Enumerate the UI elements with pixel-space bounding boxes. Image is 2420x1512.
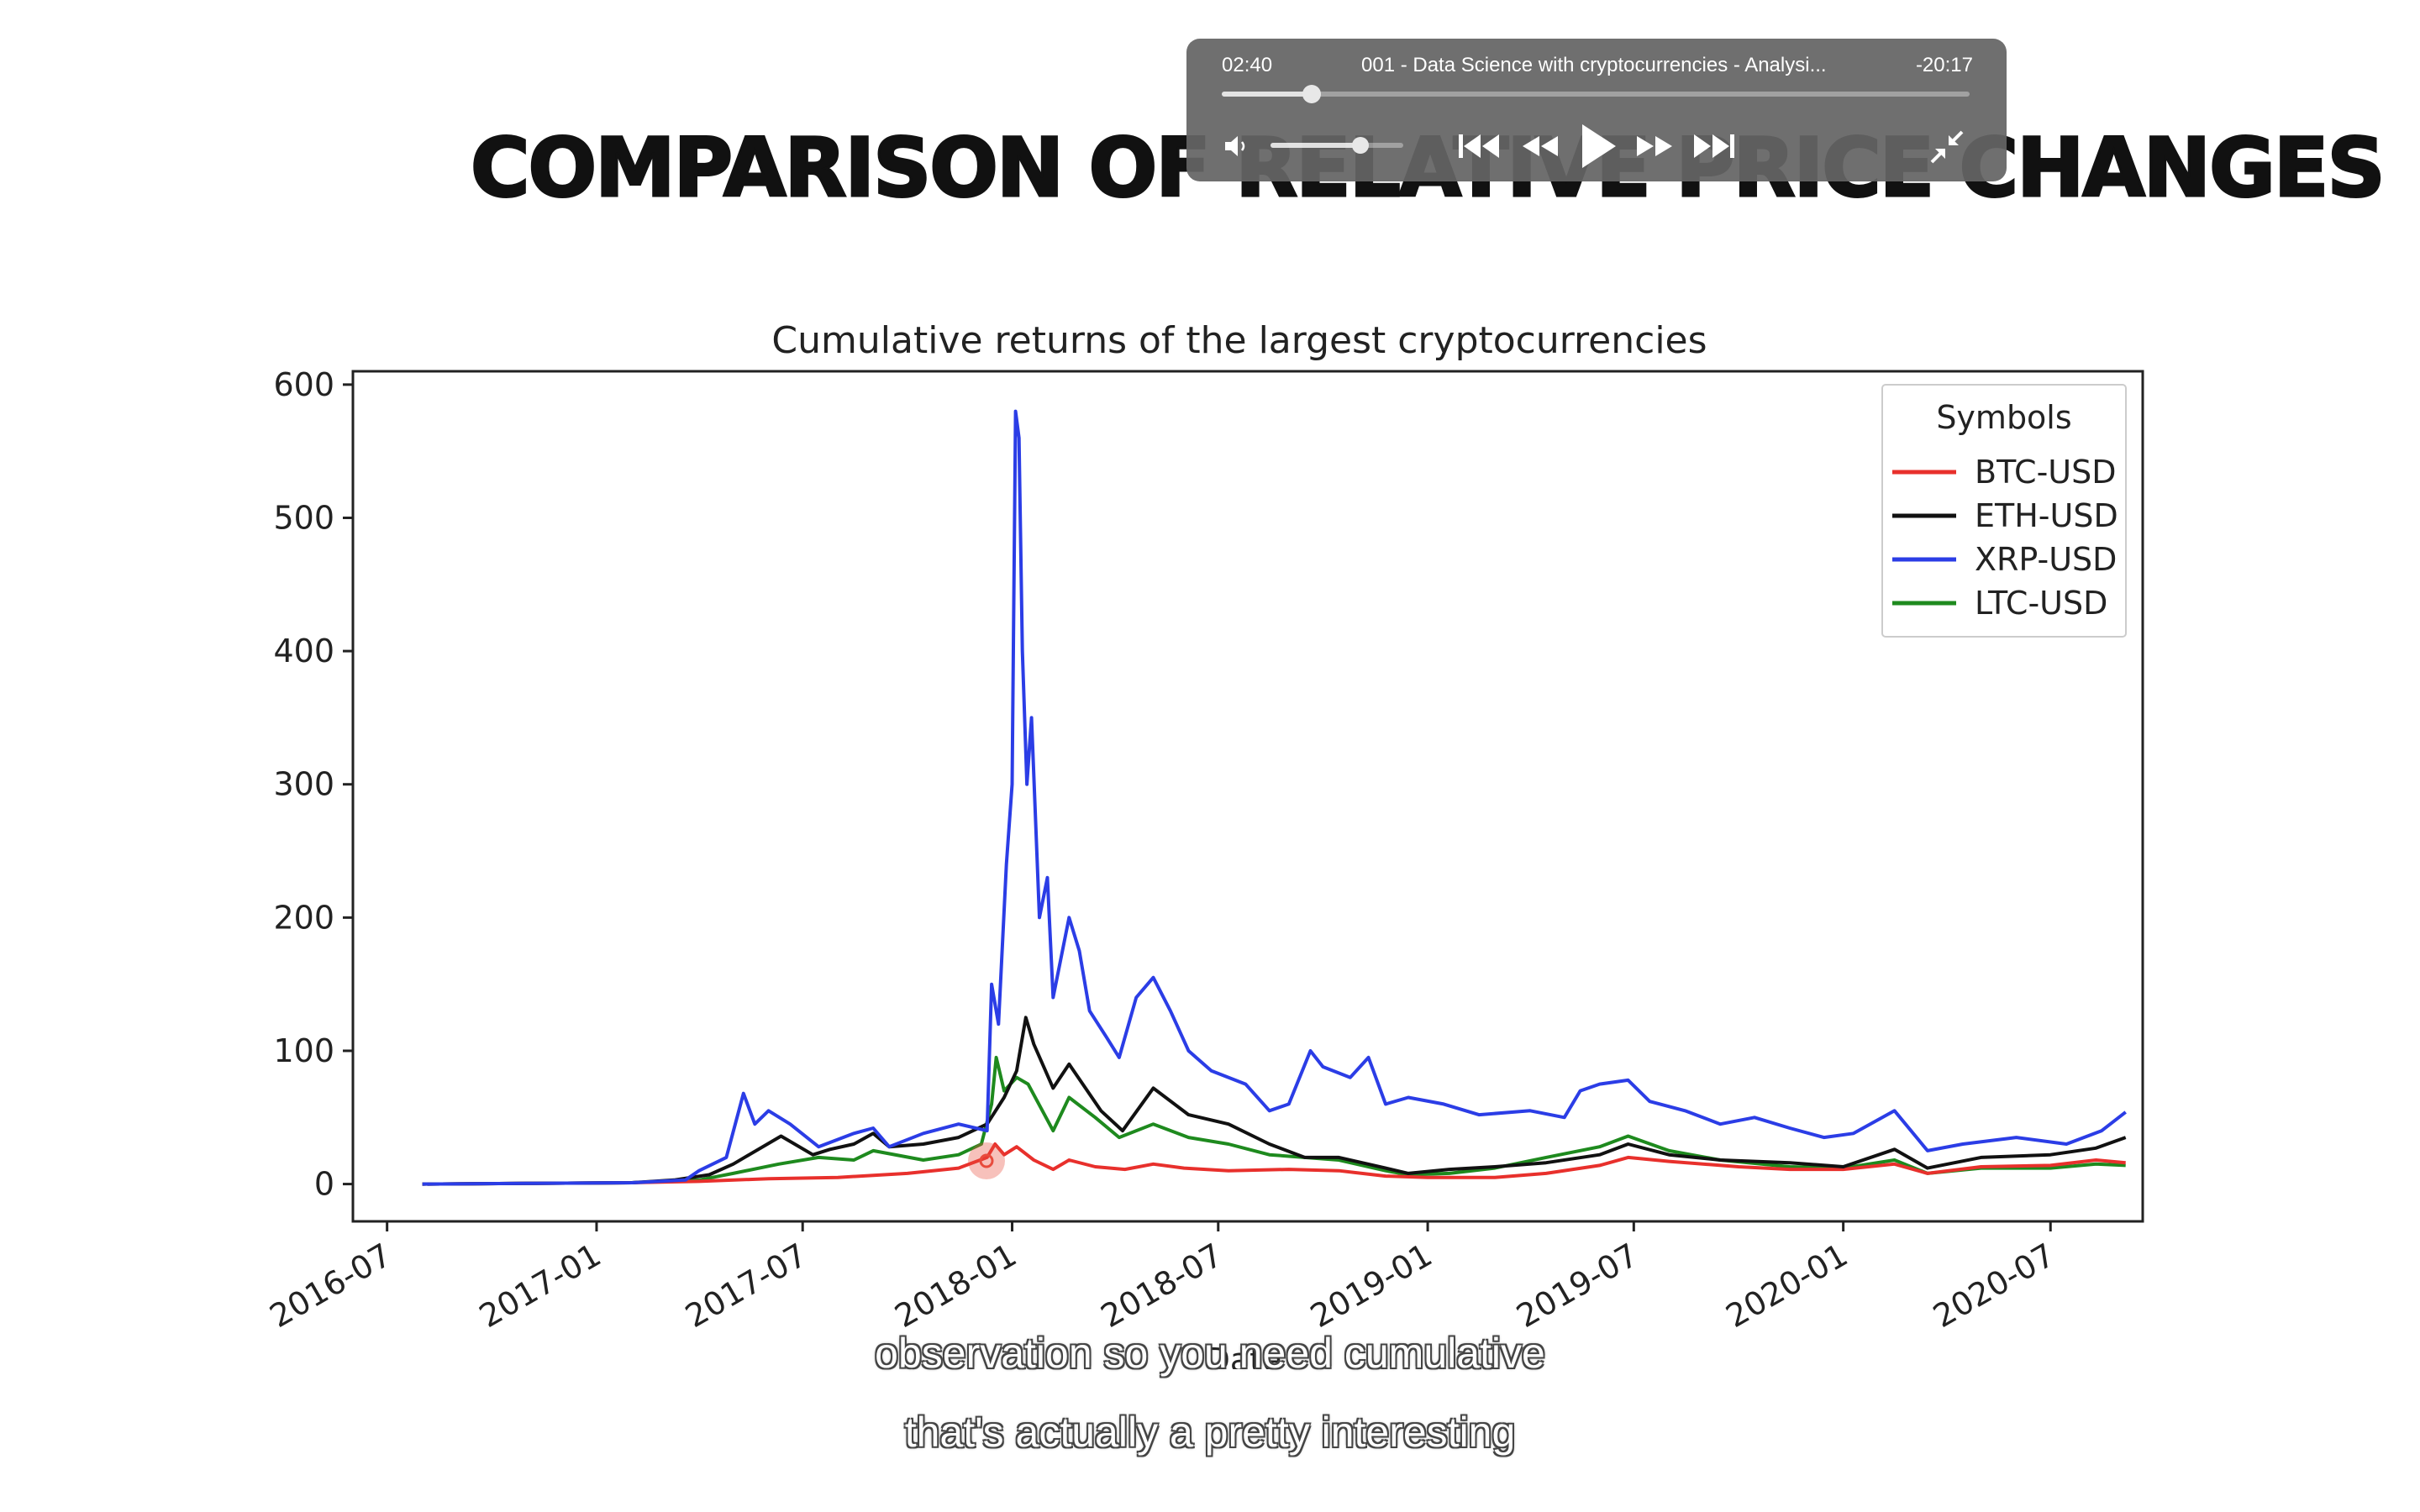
volume-fill <box>1270 143 1361 148</box>
series-line-ltc-usd <box>422 1055 2126 1186</box>
subtitle-line-1: observation so you need cumulative <box>875 1330 1545 1377</box>
rewind-icon[interactable] <box>1516 126 1566 166</box>
x-tick-label: 2020-07 <box>1927 1236 2061 1335</box>
progress-bar[interactable] <box>1222 85 1970 103</box>
speaker-icon[interactable] <box>1222 131 1252 161</box>
x-tick-label: 2018-01 <box>889 1236 1023 1335</box>
x-tick-label: 2020-01 <box>1720 1236 1854 1335</box>
remaining-time[interactable]: -20:17 <box>1915 54 1973 76</box>
x-tick-label: 2017-01 <box>473 1236 608 1335</box>
mouse-cursor-dot <box>979 1153 994 1168</box>
y-tick-label: 200 <box>273 899 334 936</box>
skip-forward-icon[interactable] <box>1687 126 1738 166</box>
y-tick-label: 300 <box>273 766 334 803</box>
series-line-btc-usd <box>422 1142 2126 1186</box>
elapsed-time: 02:40 <box>1222 54 1273 76</box>
progress-handle[interactable] <box>1302 85 1321 103</box>
exit-fullscreen-icon[interactable] <box>1926 126 1968 168</box>
x-tick-label: 2019-07 <box>1510 1236 1644 1335</box>
volume-handle[interactable] <box>1352 137 1370 154</box>
x-tick-label: 2019-01 <box>1304 1236 1439 1335</box>
plot-frame <box>351 370 2144 1223</box>
mouse-cursor-highlight <box>968 1142 1005 1179</box>
y-tick-label: 600 <box>273 366 334 403</box>
y-tick-label: 100 <box>273 1032 334 1069</box>
chart-legend: Symbols BTC-USD ETH-USD XRP-USD LTC-USD <box>1881 384 2127 638</box>
legend-entry: XRP-USD <box>1975 541 2117 578</box>
volume-slider[interactable] <box>1270 137 1403 154</box>
x-tick-label: 2017-07 <box>679 1236 813 1335</box>
x-axis-label: Date <box>1206 1341 1282 1369</box>
legend-box <box>1881 384 2127 638</box>
series-line-xrp-usd <box>422 409 2127 1186</box>
x-tick-label: 2018-07 <box>1095 1236 1229 1335</box>
legend-entry: BTC-USD <box>1975 454 2117 491</box>
x-tick-label: 2016-07 <box>264 1236 398 1335</box>
series-line-eth-usd <box>422 1016 2127 1186</box>
skip-back-icon[interactable] <box>1455 126 1506 166</box>
play-icon[interactable] <box>1575 121 1622 171</box>
video-player-controls[interactable]: 02:40 001 - Data Science with cryptocurr… <box>1186 39 2007 181</box>
y-tick-label: 0 <box>314 1166 334 1203</box>
y-axis: 0 100 200 300 400 500 600 <box>273 366 353 1203</box>
legend-entry: LTC-USD <box>1975 585 2107 622</box>
series-lines <box>422 409 2127 1186</box>
chart-title: Cumulative returns of the largest crypto… <box>771 319 1707 362</box>
y-tick-label: 500 <box>273 499 334 536</box>
cumulative-returns-chart: Cumulative returns of the largest crypto… <box>264 319 2144 1369</box>
legend-title: Symbols <box>1936 399 2071 436</box>
y-tick-label: 400 <box>273 633 334 669</box>
x-axis: 2016-07 2017-01 2017-07 2018-01 2018-07 2019-… <box>264 1221 2061 1335</box>
subtitle-line-2: that's actually a pretty interesting <box>904 1409 1516 1456</box>
fast-forward-icon[interactable] <box>1630 126 1681 166</box>
legend-entry: ETH-USD <box>1975 497 2118 534</box>
progress-fill <box>1222 92 1312 97</box>
video-title: 001 - Data Science with cryptocurrencies… <box>1361 54 1827 76</box>
